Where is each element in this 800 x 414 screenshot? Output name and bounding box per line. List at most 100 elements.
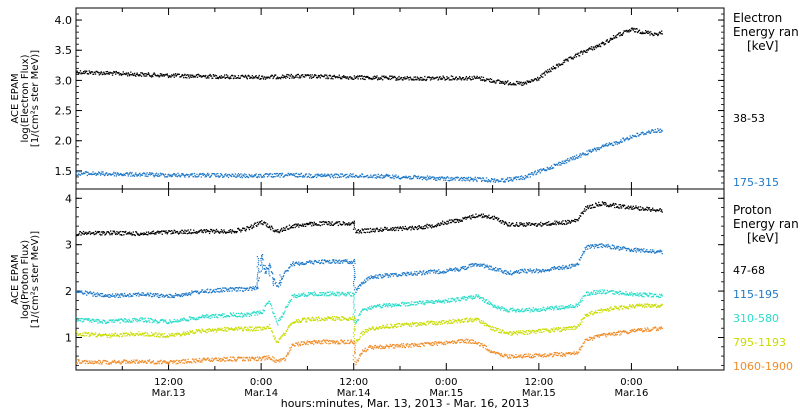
data-point bbox=[540, 222, 541, 223]
data-point bbox=[220, 288, 221, 289]
data-point bbox=[253, 226, 254, 227]
data-point bbox=[160, 73, 161, 74]
data-point bbox=[189, 292, 190, 293]
data-point bbox=[215, 78, 216, 79]
data-point bbox=[181, 320, 182, 321]
data-point bbox=[637, 208, 638, 209]
data-point bbox=[80, 333, 81, 334]
data-point bbox=[245, 174, 246, 175]
data-point bbox=[201, 317, 202, 318]
data-point bbox=[579, 301, 580, 302]
data-point bbox=[97, 174, 98, 175]
data-point bbox=[109, 233, 110, 234]
data-point bbox=[645, 293, 646, 294]
data-point bbox=[623, 138, 624, 139]
data-point bbox=[411, 301, 412, 302]
data-point bbox=[659, 132, 660, 133]
data-point bbox=[389, 303, 390, 304]
data-point bbox=[556, 224, 557, 225]
data-point bbox=[627, 138, 628, 139]
data-point bbox=[259, 75, 260, 76]
data-point bbox=[433, 179, 434, 180]
data-point bbox=[302, 74, 303, 75]
data-point bbox=[658, 130, 659, 131]
data-point bbox=[240, 313, 241, 314]
data-point bbox=[182, 293, 183, 294]
data-point bbox=[326, 75, 327, 76]
data-point bbox=[264, 269, 265, 270]
data-point bbox=[393, 275, 394, 276]
data-point bbox=[215, 292, 216, 293]
data-point bbox=[646, 209, 647, 210]
data-point bbox=[322, 224, 323, 225]
data-point bbox=[76, 331, 77, 332]
data-point bbox=[314, 261, 315, 262]
data-point bbox=[640, 249, 641, 250]
data-point bbox=[196, 231, 197, 232]
data-point bbox=[375, 274, 376, 275]
data-point bbox=[289, 225, 290, 226]
data-point bbox=[228, 288, 229, 289]
data-point bbox=[230, 231, 231, 232]
data-point bbox=[635, 205, 636, 206]
data-point bbox=[248, 227, 249, 228]
data-point bbox=[589, 246, 590, 247]
data-point bbox=[283, 75, 284, 76]
data-point bbox=[353, 173, 354, 174]
data-point bbox=[81, 318, 82, 319]
data-point bbox=[148, 74, 149, 75]
data-point bbox=[459, 270, 460, 271]
data-point bbox=[142, 233, 143, 234]
data-point bbox=[354, 273, 355, 274]
data-point bbox=[182, 230, 183, 231]
data-point bbox=[339, 292, 340, 293]
data-point bbox=[431, 302, 432, 303]
data-point bbox=[217, 173, 218, 174]
data-point bbox=[172, 295, 173, 296]
data-point bbox=[407, 272, 408, 273]
data-point bbox=[225, 288, 226, 289]
data-point bbox=[257, 176, 258, 177]
data-point bbox=[542, 309, 543, 310]
data-point bbox=[200, 75, 201, 76]
data-point bbox=[397, 79, 398, 80]
data-point bbox=[241, 176, 242, 177]
data-point bbox=[332, 76, 333, 77]
data-point bbox=[279, 231, 280, 232]
data-point bbox=[443, 224, 444, 225]
data-point bbox=[629, 138, 630, 139]
data-point bbox=[541, 76, 542, 77]
data-point bbox=[415, 274, 416, 275]
data-point bbox=[188, 320, 189, 321]
data-point bbox=[512, 180, 513, 181]
data-point bbox=[358, 288, 359, 289]
data-point bbox=[158, 297, 159, 298]
data-point bbox=[223, 229, 224, 230]
data-point bbox=[315, 174, 316, 175]
data-point bbox=[128, 233, 129, 234]
data-point bbox=[247, 78, 248, 79]
data-point bbox=[99, 231, 100, 232]
data-point bbox=[177, 173, 178, 174]
data-point bbox=[77, 175, 78, 176]
data-point bbox=[645, 30, 646, 31]
data-point bbox=[438, 179, 439, 180]
data-point bbox=[594, 247, 595, 248]
data-point bbox=[538, 269, 539, 270]
data-point bbox=[346, 294, 347, 295]
data-point bbox=[303, 293, 304, 294]
data-point bbox=[116, 319, 117, 320]
data-point bbox=[407, 76, 408, 77]
data-point bbox=[136, 74, 137, 75]
data-point bbox=[368, 229, 369, 230]
data-point bbox=[465, 266, 466, 267]
data-point bbox=[310, 223, 311, 224]
data-point bbox=[601, 243, 602, 244]
data-point bbox=[266, 267, 267, 268]
data-point bbox=[450, 301, 451, 302]
data-point bbox=[430, 302, 431, 303]
data-point bbox=[338, 175, 339, 176]
data-point bbox=[650, 249, 651, 250]
data-point bbox=[354, 225, 355, 226]
data-point bbox=[398, 176, 399, 177]
